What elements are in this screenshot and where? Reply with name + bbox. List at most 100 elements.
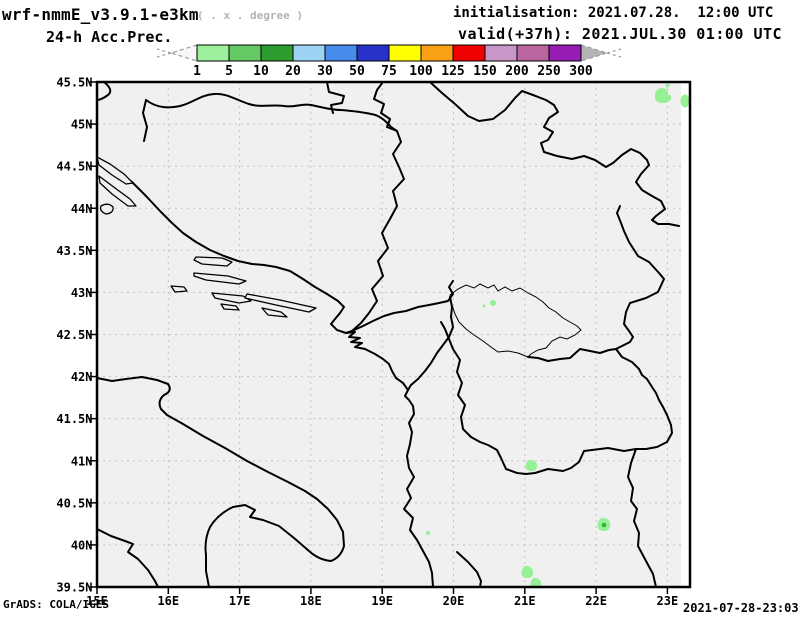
- grads-credit: GrADS: COLA/IGES: [3, 598, 109, 611]
- istria-coast: [98, 83, 112, 101]
- lat-label: 44N: [71, 202, 93, 216]
- islands: [98, 156, 317, 318]
- colorbar-segment: [228, 44, 262, 62]
- island: [193, 272, 247, 285]
- lon-label: 23E: [657, 594, 679, 608]
- border-bulgaria-macedonia: [615, 348, 673, 450]
- country-borders: [142, 83, 680, 586]
- border-drina: [345, 130, 405, 334]
- precip-spot-heavy: [601, 522, 607, 528]
- lon-label: 21E: [514, 594, 536, 608]
- lat-label: 42N: [71, 370, 93, 384]
- precipitation-spots: [426, 83, 689, 586]
- colorbar-level-label: 5: [225, 64, 233, 79]
- border-greece-north: [479, 441, 637, 475]
- valid-time-text: valid(+37h): 2021.JUL.30 01:00 UTC: [458, 25, 783, 43]
- coastlines: [98, 83, 434, 586]
- island: [244, 293, 317, 313]
- colorbar-segment: [388, 44, 422, 62]
- island: [211, 292, 252, 304]
- precip-spot: [521, 565, 534, 579]
- border-croatia-serbia-b: [373, 83, 398, 132]
- lon-label: 16E: [157, 594, 179, 608]
- colorbar-segment: [420, 44, 454, 62]
- colorbar-level-label: 30: [317, 64, 333, 79]
- colorbar-level-label: 250: [537, 64, 561, 79]
- lat-label: 40.5N: [56, 496, 92, 510]
- colorbar-segment: [260, 44, 294, 62]
- kosovo-border: [449, 283, 582, 358]
- lat-label: 44.5N: [56, 160, 92, 174]
- lat-label: 39.5N: [56, 581, 92, 595]
- domain-edge-strip: [681, 83, 689, 586]
- colorbar-segment: [452, 44, 486, 62]
- colorbar-segments: [196, 44, 582, 62]
- border-bulgaria-greece: [627, 448, 657, 586]
- render-timestamp: 2021-07-28-23:03: [683, 601, 799, 615]
- lat-label: 43N: [71, 286, 93, 300]
- precip-spot: [490, 300, 496, 306]
- colorbar-segment: [484, 44, 518, 62]
- lat-label: 43.5N: [56, 244, 92, 258]
- lat-label: 45.5N: [56, 76, 92, 90]
- colorbar-segment: [196, 44, 230, 62]
- colorbar-segment: [324, 44, 358, 62]
- colorbar-level-label: 150: [473, 64, 497, 79]
- colorbar-labels: 1 5 10 20 30 50 75 100 125 150 200 250 300: [193, 64, 593, 79]
- gridlines: [97, 82, 690, 587]
- colorbar-level-label: 20: [285, 64, 301, 79]
- lon-label: 19E: [371, 594, 393, 608]
- precip-spot: [482, 304, 486, 308]
- precip-spot: [665, 83, 670, 88]
- italy-coastline: [98, 376, 345, 586]
- lon-label: 22E: [585, 594, 607, 608]
- calabria-coast: [98, 528, 159, 586]
- lat-label: 41N: [71, 454, 93, 468]
- colorbar-level-label: 125: [441, 64, 464, 79]
- border-croatia-serbia-a: [326, 83, 345, 114]
- model-title: wrf-nmmE_v3.9.1-e3km: [2, 5, 199, 24]
- lon-label: 15E: [86, 594, 108, 608]
- colorbar-segment: [516, 44, 550, 62]
- precip-spot: [525, 459, 538, 472]
- adriatic-coastline: [119, 172, 434, 586]
- precip-spot: [530, 577, 542, 586]
- initialisation-text: initialisation: 2021.07.28. 12:00 UTC: [453, 5, 774, 21]
- colorbar-level-label: 200: [505, 64, 529, 79]
- lat-label: 45N: [71, 118, 93, 132]
- lon-label: 17E: [229, 594, 251, 608]
- colorbar-segment: [548, 44, 582, 62]
- lat-label: 42.5N: [56, 328, 92, 342]
- border-danube: [429, 83, 680, 227]
- island: [261, 307, 288, 318]
- field-subtitle: 24-h Acc.Prec.: [46, 28, 173, 46]
- lon-label: 18E: [300, 594, 322, 608]
- colorbar-segment: [356, 44, 390, 62]
- lat-axis-labels: 45.5N 45N 44.5N 44N 43.5N 43N 42.5N 42N 41.5N 41N…: [56, 76, 92, 595]
- lon-label: 20E: [443, 594, 465, 608]
- colorbar-level-label: 75: [381, 64, 397, 79]
- island: [98, 175, 137, 207]
- colorbar-level-label: 50: [349, 64, 365, 79]
- island: [170, 285, 188, 293]
- model-title-suffix: ( . x . degree ): [197, 9, 303, 22]
- colorbar-level-label: 100: [409, 64, 433, 79]
- border-serbia-bulgaria: [615, 205, 665, 350]
- precip-spot: [654, 88, 672, 104]
- lat-label: 41.5N: [56, 412, 92, 426]
- lon-axis-labels: 15E 16E 17E 18E 19E 20E 21E 22E 23E: [86, 594, 678, 608]
- colorbar-level-label: 10: [253, 64, 269, 79]
- colorbar-segment: [292, 44, 326, 62]
- border-una: [142, 99, 148, 142]
- border-greece-albania: [456, 551, 482, 586]
- precip-spot: [680, 94, 689, 108]
- island: [98, 156, 134, 185]
- precip-spot: [426, 531, 430, 535]
- colorbar-underflow-arrow: [156, 44, 198, 62]
- colorbar-level-label: 300: [569, 64, 593, 79]
- island: [220, 303, 240, 311]
- border-montenegro-albania: [407, 296, 454, 391]
- island: [99, 203, 114, 215]
